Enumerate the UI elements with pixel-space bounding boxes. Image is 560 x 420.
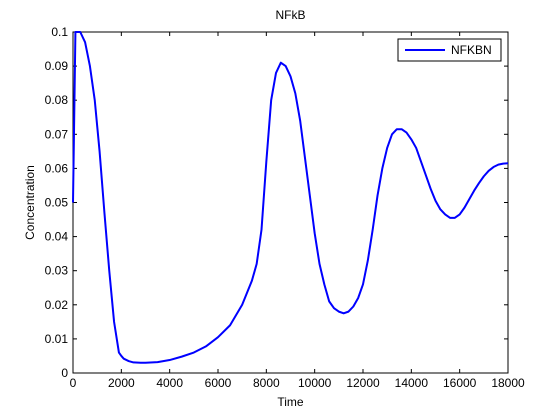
x-tick-label: 18000 [491,376,525,390]
y-tick-label: 0.09 [45,59,69,73]
chart-title: NFkB [276,8,306,22]
x-tick-label: 10000 [298,376,332,390]
x-tick-label: 16000 [443,376,477,390]
legend-box [397,38,502,62]
y-axis-label: Concentration [23,165,37,240]
series-line-nfkbn [72,31,509,364]
y-tick-label: 0.03 [45,264,69,278]
y-tick-label: 0.1 [51,25,68,39]
legend: NFKBN [397,38,502,62]
x-tick-label: 6000 [205,376,232,390]
y-tick-label: 0.01 [45,332,69,346]
x-axis-label: Time [277,395,304,409]
x-tick-label: 12000 [346,376,380,390]
x-tick-label: 14000 [395,376,429,390]
series-layer [72,31,509,364]
y-tick-label: 0.04 [45,230,69,244]
x-tick-label: 0 [70,376,77,390]
ticks-layer: 0 2000 4000 6000 8000 10000 12000 14000 16000 180… [45,25,525,390]
x-tick-label: 2000 [108,376,135,390]
y-tick-label: 0 [61,366,68,380]
y-tick-label: 0.08 [45,93,69,107]
y-tick-label: 0.07 [45,127,69,141]
x-tick-label: 4000 [156,376,183,390]
y-tick-label: 0.05 [45,196,69,210]
y-tick-label: 0.02 [45,298,69,312]
plot-area [72,31,509,374]
x-tick-label: 8000 [253,376,280,390]
y-tick-label: 0.06 [45,161,69,175]
legend-entry-nfkbn: NFKBN [451,43,492,57]
